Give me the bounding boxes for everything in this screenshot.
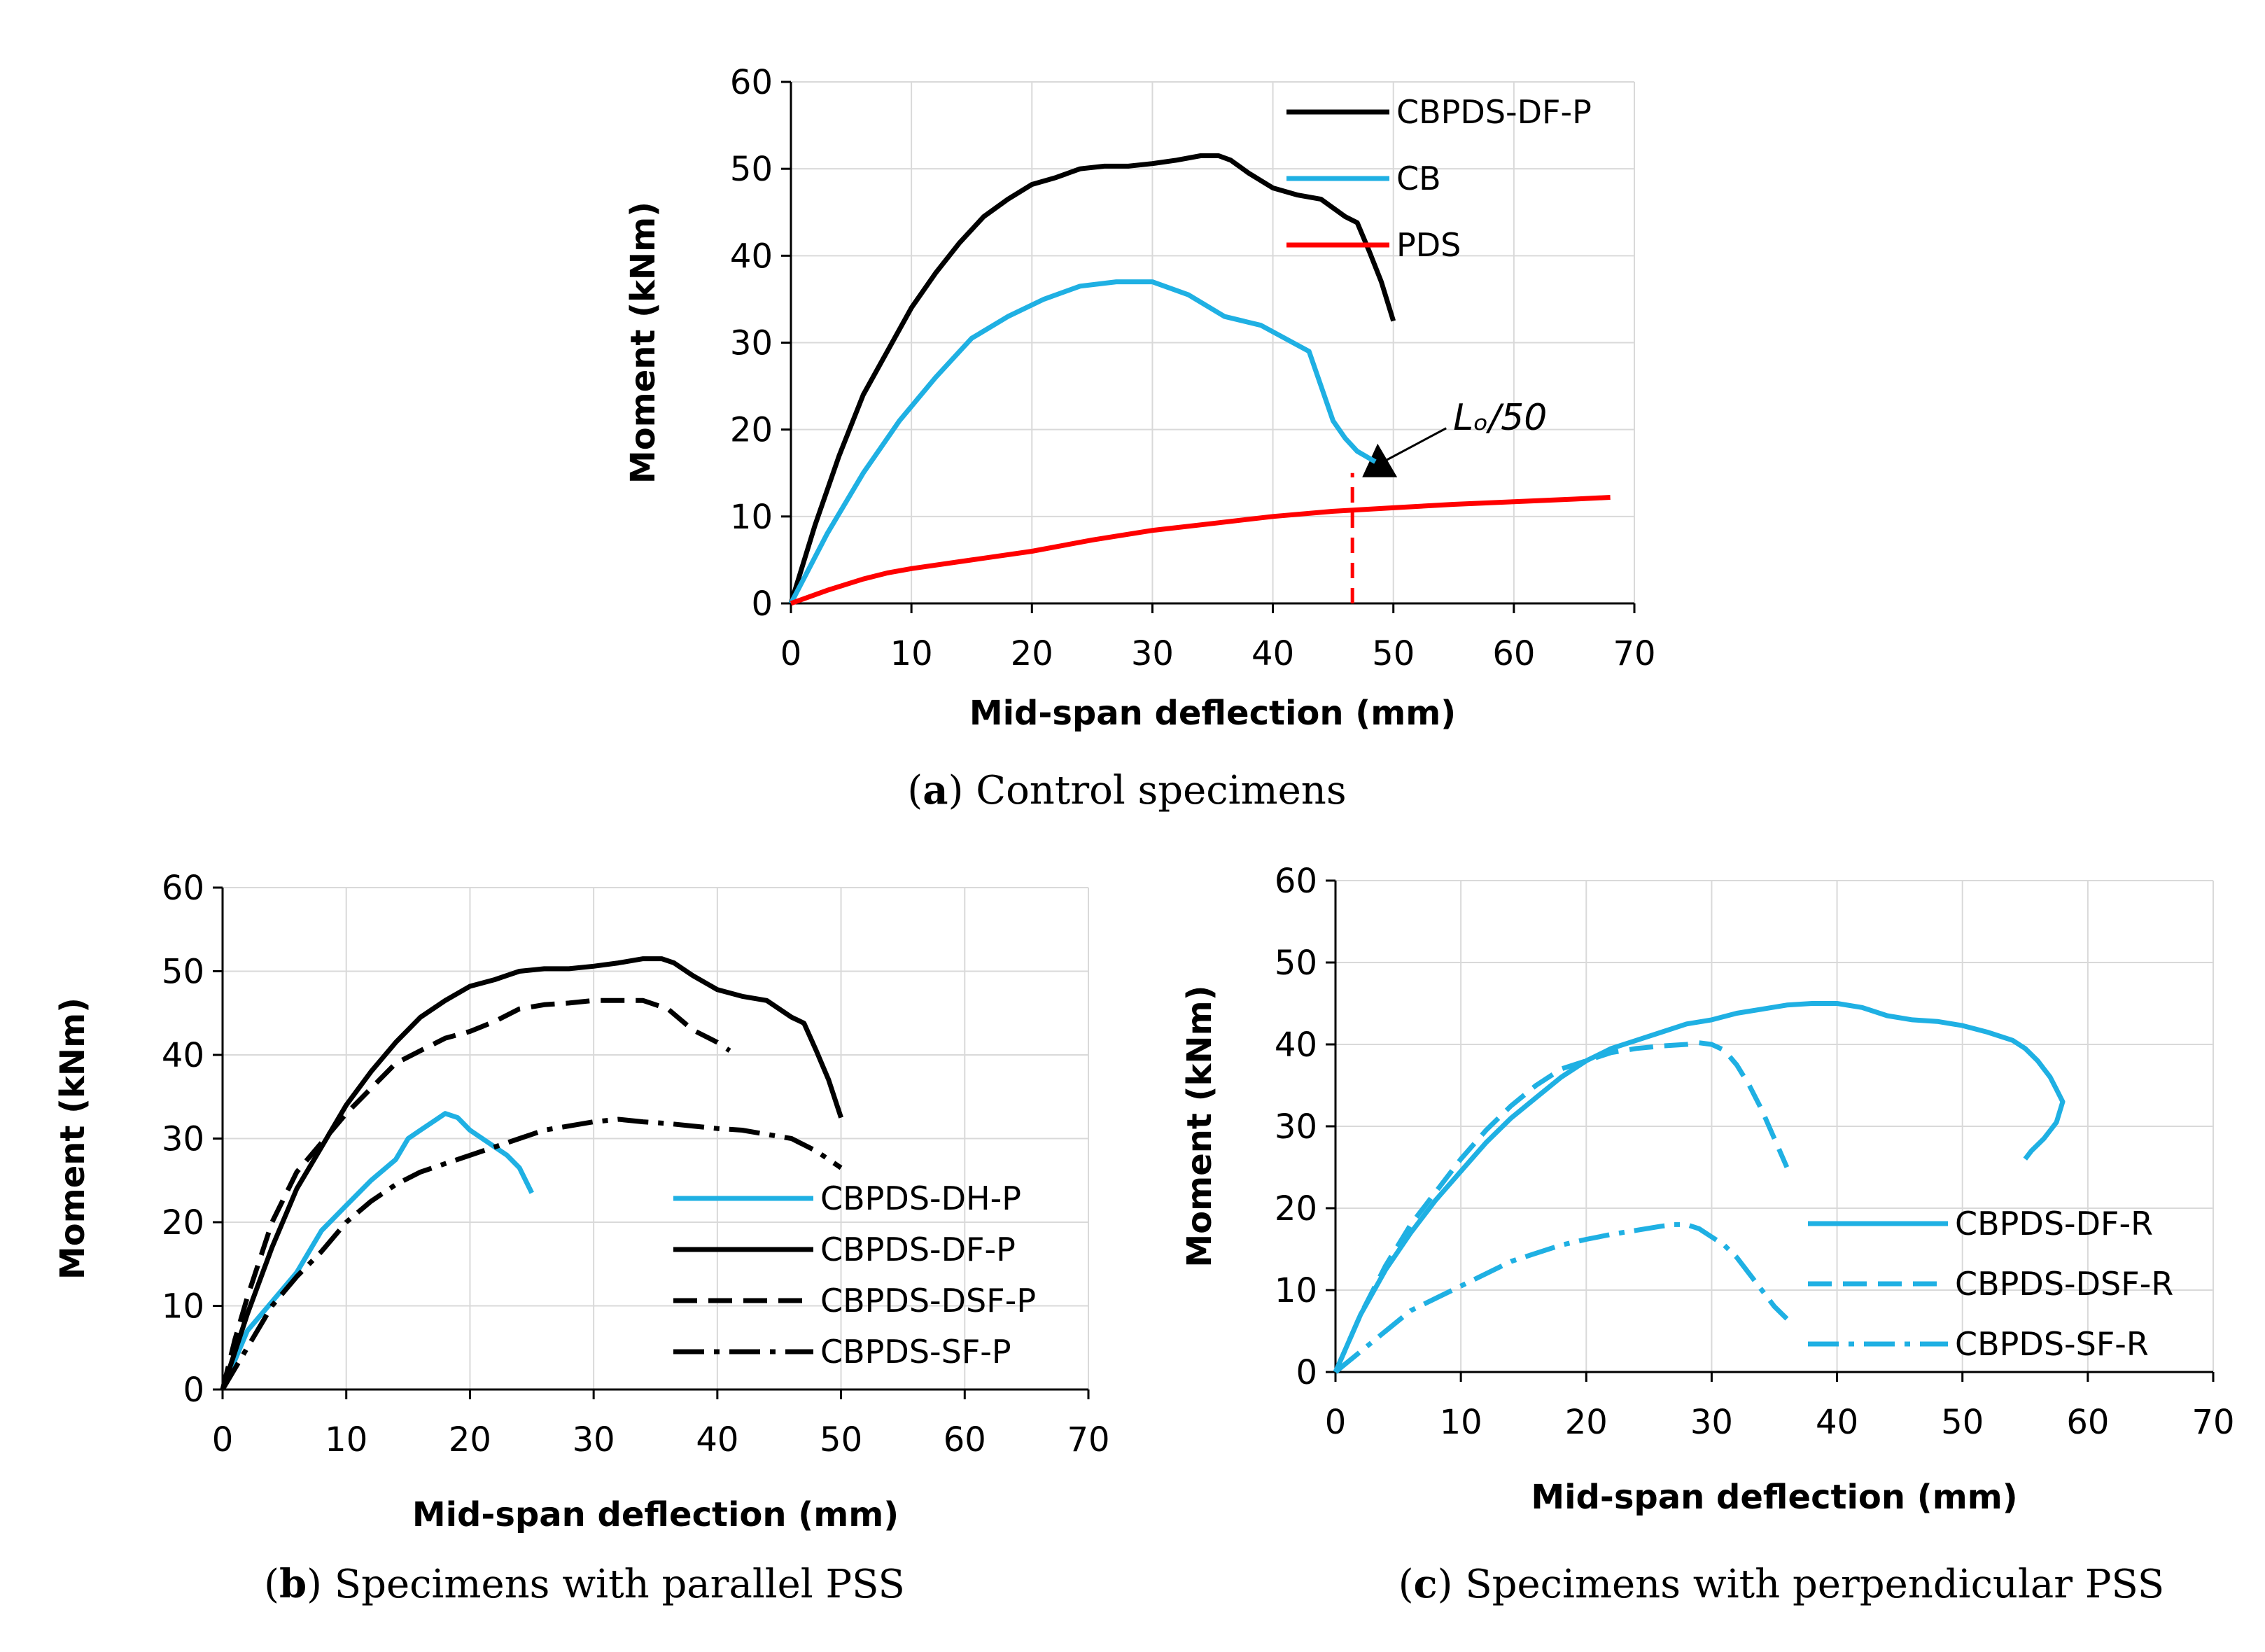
annotation-arrow-head [1362, 443, 1398, 477]
y-axis-title: Moment (kNm) [53, 997, 92, 1280]
series-line-cbpds-dsf-r [1333, 1040, 1790, 1373]
caption-b: (b) Specimens with parallel PSS [264, 1561, 905, 1607]
series-line-cbpds-df-p [220, 956, 843, 1391]
x-tick-label: 60 [1492, 634, 1535, 673]
y-tick-label: 40 [162, 1036, 204, 1075]
x-tick-label: 0 [212, 1420, 234, 1460]
chart-c: 0 10 20 30 40 50 60 70 0 10 20 30 40 50 60 Mid-span def… [1180, 862, 2235, 1607]
legend-label: CB [1396, 160, 1441, 197]
x-axis-title: Mid-span deflection (mm) [412, 1495, 899, 1534]
x-tick-label: 30 [573, 1420, 615, 1460]
y-tick-label: 0 [1296, 1353, 1317, 1392]
y-tick-label: 60 [730, 63, 773, 102]
x-axis-title: Mid-span deflection (mm) [969, 694, 1456, 733]
x-tick-label: 20 [1011, 634, 1053, 673]
y-tick-label: 20 [1275, 1189, 1317, 1228]
x-tick-label: 70 [1067, 1420, 1109, 1460]
x-axis-title: Mid-span deflection (mm) [1531, 1478, 2017, 1517]
y-tick-label: 10 [1275, 1271, 1317, 1310]
x-tick-label: 10 [1440, 1403, 1482, 1442]
x-tick-label: 50 [820, 1420, 862, 1460]
x-tick-label: 40 [1816, 1403, 1858, 1442]
legend-label: CBPDS-DH-P [820, 1180, 1021, 1217]
x-tick-label: 10 [890, 634, 933, 673]
y-tick-label: 0 [183, 1371, 204, 1410]
y-tick-label: 20 [730, 411, 773, 450]
y-tick-label: 60 [1275, 862, 1317, 901]
y-tick-label: 40 [730, 237, 773, 276]
legend-label: CBPDS-SF-P [820, 1333, 1011, 1371]
x-tick-label: 50 [1941, 1403, 1984, 1442]
series-line-cbpds-df-p [788, 153, 1396, 605]
x-tick-label: 60 [944, 1420, 986, 1460]
x-tick-label: 40 [696, 1420, 738, 1460]
y-tick-label: 50 [1275, 944, 1317, 983]
annotation-arrow-line [1382, 427, 1447, 463]
y-tick-label: 30 [1275, 1107, 1317, 1147]
legend-label: CBPDS-DF-P [1396, 93, 1592, 131]
y-tick-label: 10 [730, 498, 773, 537]
y-axis-title: Moment (kNm) [1180, 985, 1219, 1267]
series-line-cbpds-dsf-p [220, 997, 731, 1390]
series-line-cb [788, 279, 1377, 605]
legend-label: CBPDS-DF-P [820, 1231, 1016, 1268]
x-tick-label: 70 [2192, 1403, 2234, 1442]
legend-label: CBPDS-DF-R [1955, 1205, 2153, 1242]
y-tick-label: 20 [162, 1203, 204, 1242]
x-tick-label: 50 [1372, 634, 1415, 673]
x-tick-label: 20 [449, 1420, 491, 1460]
x-tick-label: 10 [325, 1420, 367, 1460]
legend-label: CBPDS-SF-R [1955, 1325, 2149, 1363]
x-tick-label: 30 [1690, 1403, 1733, 1442]
legend-label: CBPDS-DSF-R [1955, 1265, 2173, 1303]
caption-a: (a) Control specimens [907, 767, 1346, 813]
annotation-label: Lₒ/50 [1453, 397, 1547, 439]
series-line-cbpds-sf-r [1333, 1222, 1789, 1374]
x-tick-label: 0 [1325, 1403, 1347, 1442]
chart-a: 0 10 20 30 40 50 60 70 0 10 20 30 40 50 60 Mid-span def… [624, 63, 1656, 813]
x-tick-label: 0 [780, 634, 802, 673]
y-tick-label: 30 [162, 1120, 204, 1159]
y-tick-label: 50 [730, 150, 773, 189]
series-line-pds [790, 495, 1611, 606]
y-tick-label: 0 [751, 584, 773, 624]
legend-label: PDS [1396, 226, 1461, 264]
x-tick-label: 60 [2066, 1403, 2109, 1442]
chart-b: 0 10 20 30 40 50 60 70 0 10 20 30 40 50 60 Mid-span def… [53, 869, 1110, 1607]
y-tick-label: 30 [730, 324, 773, 363]
x-tick-label: 70 [1613, 634, 1655, 673]
legend-label: CBPDS-DSF-P [820, 1282, 1036, 1320]
x-tick-label: 30 [1131, 634, 1174, 673]
caption-c: (c) Specimens with perpendicular PSS [1398, 1561, 2165, 1607]
y-axis-title: Moment (kNm) [624, 202, 663, 484]
x-tick-label: 40 [1251, 634, 1294, 673]
y-tick-label: 10 [162, 1287, 204, 1326]
y-tick-label: 40 [1275, 1026, 1317, 1065]
y-tick-label: 50 [162, 953, 204, 992]
x-tick-label: 20 [1565, 1403, 1608, 1442]
series-line-cbpds-sf-p [220, 1116, 843, 1391]
series-line-cbpds-df-r [1333, 1001, 2066, 1373]
y-tick-label: 60 [162, 869, 204, 908]
